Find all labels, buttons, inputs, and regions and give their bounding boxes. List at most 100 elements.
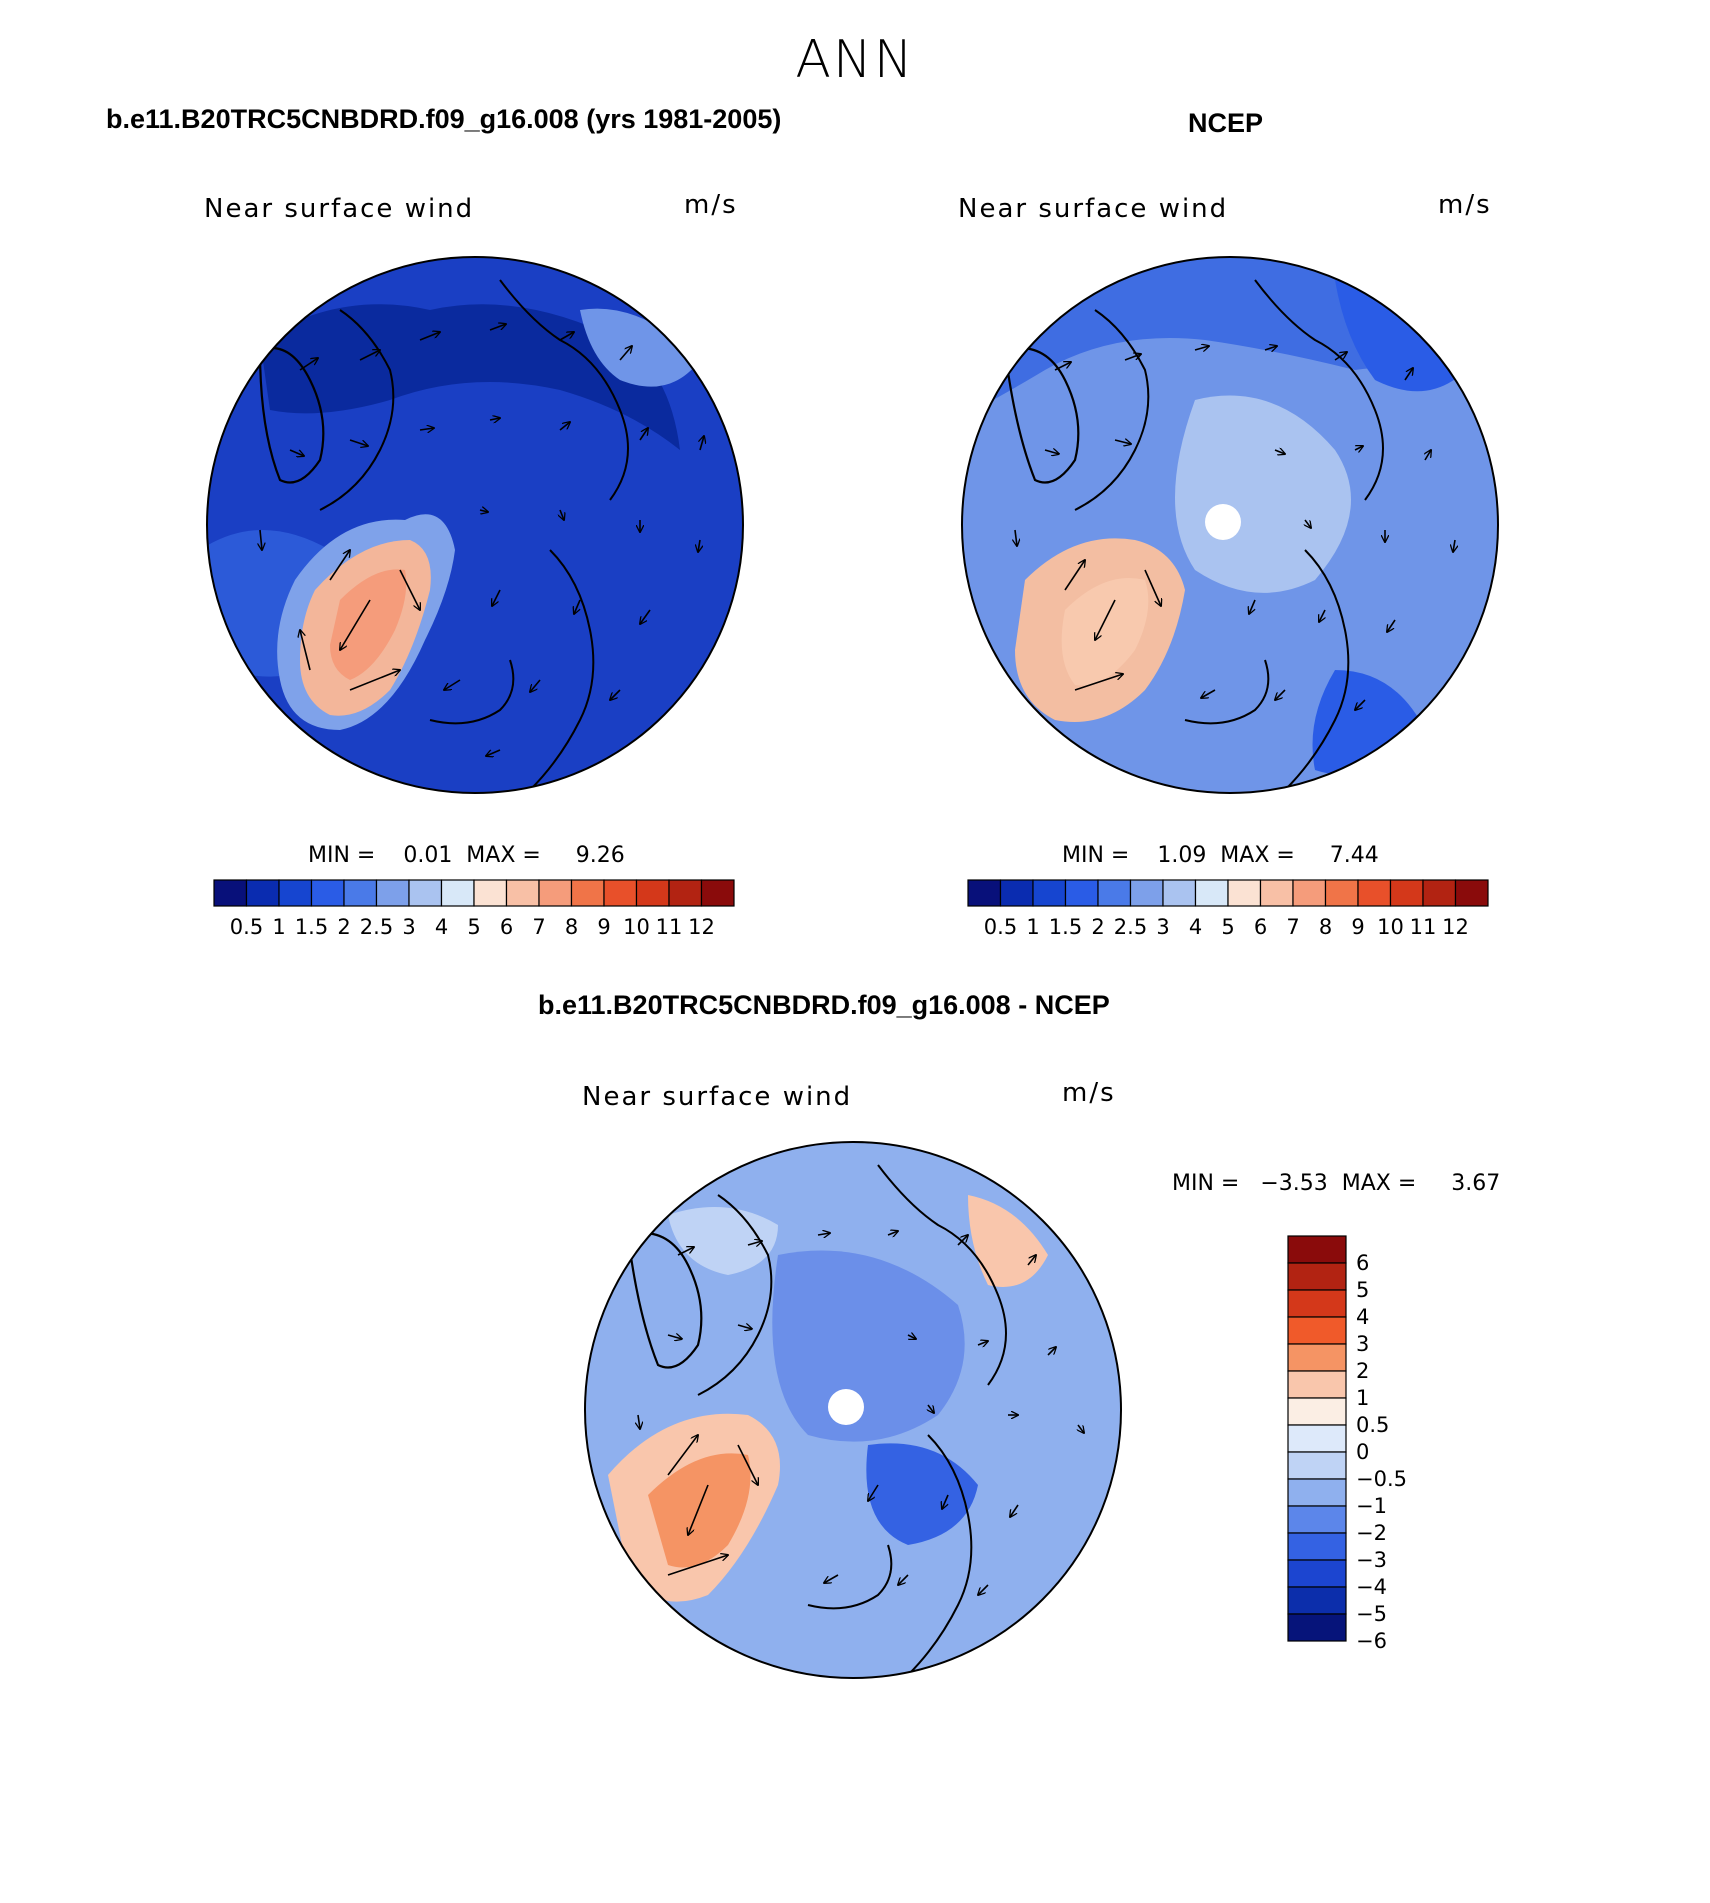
colorbar-label: 11 bbox=[656, 915, 683, 939]
colorbar-swatch bbox=[1287, 1586, 1347, 1615]
wind-vector bbox=[667, 1435, 698, 1476]
colorbar-swatch bbox=[1287, 1289, 1347, 1318]
colorbar-swatch bbox=[310, 879, 345, 907]
wind-vector bbox=[667, 1555, 728, 1576]
wind-vector bbox=[1010, 1504, 1019, 1517]
main-title: ANN bbox=[795, 30, 915, 90]
colorbar-label: 1 bbox=[1026, 915, 1039, 939]
wind-vector bbox=[1064, 560, 1085, 591]
diff-fill-negative bbox=[772, 1250, 965, 1442]
colorbar-swatch bbox=[603, 879, 638, 907]
colorbar-label: 9 bbox=[1351, 915, 1364, 939]
obs-units-label: m/s bbox=[1438, 190, 1492, 220]
map-boundary bbox=[961, 256, 1499, 794]
diff-panel-title: b.e11.B20TRC5CNBDRD.f09_g16.008 - NCEP bbox=[538, 990, 1110, 1020]
colorbar-label: 2 bbox=[1091, 915, 1104, 939]
colorbar-label: 2.5 bbox=[1114, 915, 1147, 939]
wind-vector bbox=[824, 1574, 839, 1583]
colorbar-swatch bbox=[245, 879, 280, 907]
wind-vector bbox=[928, 1404, 934, 1413]
wind-vector bbox=[1078, 1424, 1084, 1433]
coastline bbox=[877, 1164, 1007, 1386]
wind-vector bbox=[1015, 529, 1017, 546]
wind-vector bbox=[1319, 609, 1325, 622]
colorbar-swatch bbox=[1032, 879, 1067, 907]
colorbar-swatch bbox=[473, 879, 508, 907]
wind-vector bbox=[1144, 569, 1161, 606]
wind-vector bbox=[479, 510, 488, 512]
wind-vector bbox=[1453, 539, 1455, 552]
colorbar-label: 6 bbox=[1356, 1251, 1369, 1275]
wind-vector bbox=[1194, 346, 1209, 350]
wind-vector bbox=[444, 679, 461, 690]
colorbar-label: 1 bbox=[272, 915, 285, 939]
pole-hole bbox=[828, 1389, 864, 1425]
wind-vector bbox=[260, 529, 262, 550]
wind-vector bbox=[1387, 619, 1396, 632]
colorbar-swatch bbox=[1064, 879, 1099, 907]
wind-vector bbox=[1275, 689, 1286, 700]
map-boundary bbox=[206, 256, 744, 794]
colorbar-swatch bbox=[1454, 879, 1489, 907]
wind-vector bbox=[489, 324, 506, 331]
pole-hole bbox=[1205, 504, 1241, 540]
colorbar-swatch bbox=[1287, 1370, 1347, 1399]
colorbar-swatch bbox=[1097, 879, 1132, 907]
wind-vector bbox=[492, 589, 501, 606]
wind-vector bbox=[1074, 674, 1123, 691]
wind-vector bbox=[1124, 354, 1141, 361]
wind-vector bbox=[1095, 599, 1116, 640]
coastline bbox=[499, 279, 629, 501]
wind-vector bbox=[1044, 450, 1059, 454]
wind-vector bbox=[640, 609, 651, 624]
wind-vector bbox=[1305, 519, 1311, 528]
wind-vector bbox=[700, 436, 704, 451]
colorbar-label: 1 bbox=[1356, 1386, 1369, 1410]
wind-vector bbox=[1047, 1347, 1056, 1356]
wind-vector bbox=[817, 1233, 830, 1235]
colorbar-label: 2 bbox=[1356, 1359, 1369, 1383]
colorbar-swatch bbox=[1422, 879, 1457, 907]
colorbar-swatch bbox=[1357, 879, 1392, 907]
wind-vector bbox=[1334, 352, 1347, 361]
wind-vector bbox=[399, 569, 420, 610]
colorbar-label: −4 bbox=[1356, 1575, 1387, 1599]
colorbar-label: 8 bbox=[565, 915, 578, 939]
wind-vector bbox=[299, 358, 318, 371]
colorbar-label: 6 bbox=[1254, 915, 1267, 939]
colorbar-label: 9 bbox=[597, 915, 610, 939]
wind-vector bbox=[486, 749, 501, 756]
diff-units-label: m/s bbox=[1062, 1078, 1116, 1108]
colorbar-label: 2 bbox=[337, 915, 350, 939]
wind-vector bbox=[1425, 450, 1431, 461]
colorbar-label: 0.5 bbox=[230, 915, 263, 939]
colorbar-swatch bbox=[1287, 1397, 1347, 1426]
wind-vector bbox=[868, 1484, 879, 1501]
obs-panel-title: NCEP bbox=[1188, 108, 1264, 138]
coastline bbox=[1003, 346, 1080, 484]
colorbar-label: 8 bbox=[1319, 915, 1332, 939]
colorbar-label: 3 bbox=[1156, 915, 1169, 939]
colorbar-label: 3 bbox=[402, 915, 415, 939]
diff-field-label: Near surface wind bbox=[582, 1082, 853, 1112]
wind-vector bbox=[747, 1241, 762, 1245]
coastline bbox=[697, 1194, 773, 1396]
colorbar-label: −1 bbox=[1356, 1494, 1387, 1518]
colorbar-swatch bbox=[375, 879, 410, 907]
colorbar-swatch bbox=[1324, 879, 1359, 907]
coastline bbox=[529, 549, 595, 791]
colorbar-label: 5 bbox=[1356, 1278, 1369, 1302]
model-polar-map bbox=[206, 256, 744, 794]
coastline bbox=[1074, 309, 1150, 511]
colorbar-swatch bbox=[635, 879, 670, 907]
wind-fill-mid bbox=[1335, 280, 1475, 392]
coastline bbox=[1284, 549, 1350, 791]
wind-vector bbox=[1404, 368, 1413, 381]
wind-vector bbox=[349, 439, 368, 446]
wind-vector bbox=[300, 630, 311, 671]
colorbar-label: −5 bbox=[1356, 1602, 1387, 1626]
colorbar-swatch bbox=[700, 879, 735, 907]
coastline bbox=[258, 346, 325, 484]
wind-vector bbox=[1027, 1255, 1036, 1266]
coastline bbox=[1254, 279, 1384, 501]
